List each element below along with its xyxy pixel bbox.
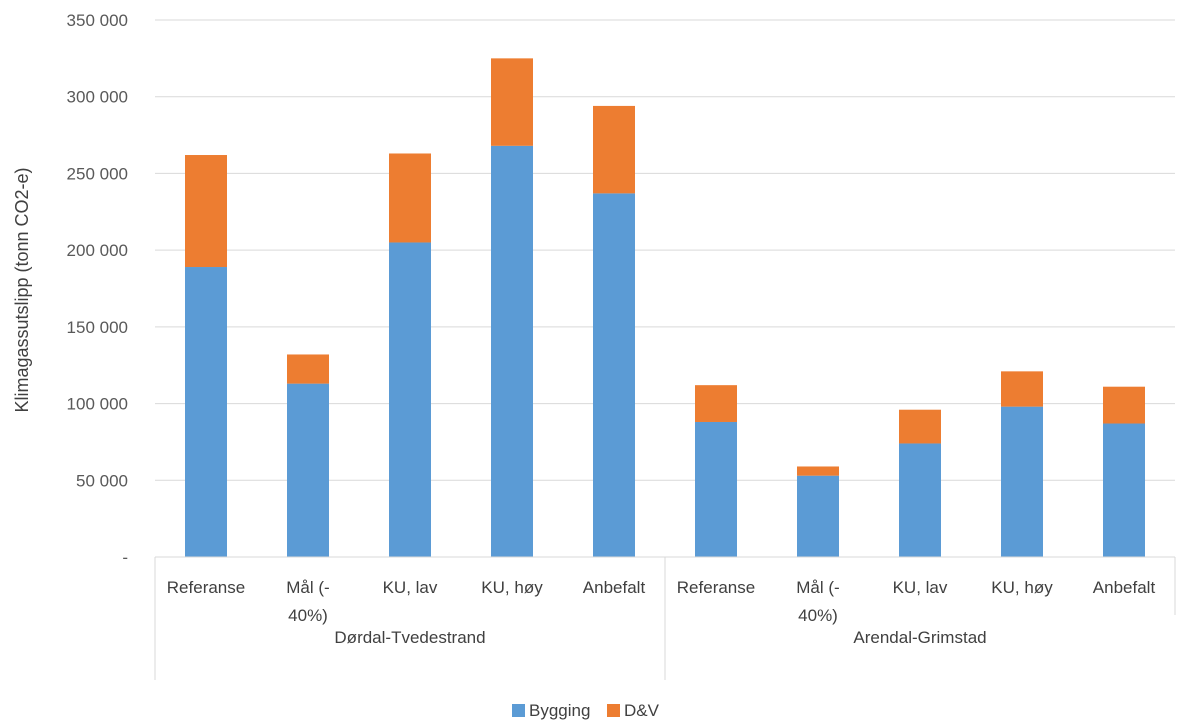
bar-segment — [1103, 423, 1145, 557]
x-tick-label: Referanse — [677, 578, 755, 597]
y-tick-label: - — [122, 548, 128, 567]
bars — [185, 58, 1145, 558]
bar-segment — [1001, 406, 1043, 557]
y-tick-label: 100 000 — [67, 395, 128, 414]
x-tick-label-line: KU, høy — [481, 578, 543, 597]
bar-segment — [491, 145, 533, 557]
bar-segment — [899, 443, 941, 557]
legend-swatch — [607, 704, 620, 717]
x-tick-label-line: 40%) — [288, 606, 328, 625]
legend-label: Bygging — [529, 701, 590, 720]
bar-segment — [185, 155, 227, 268]
x-tick-label-line: Referanse — [167, 578, 245, 597]
bar-segment — [287, 383, 329, 557]
x-tick-label: KU, høy — [481, 578, 543, 597]
x-category-labels: Referanse Mål (- 40%) KU, lav KU, høy Anbefal… — [167, 578, 1156, 647]
bar-segment — [695, 385, 737, 422]
bar-segment — [287, 354, 329, 384]
y-tick-label: 150 000 — [67, 318, 128, 337]
legend-label: D&V — [624, 701, 660, 720]
x-tick-label-line: KU, høy — [991, 578, 1053, 597]
bar-segment — [593, 193, 635, 558]
x-tick-label-line: KU, lav — [383, 578, 438, 597]
bar-segment — [389, 242, 431, 557]
y-tick-label: 300 000 — [67, 88, 128, 107]
legend: Bygging D&V — [512, 701, 660, 720]
y-tick-label: 50 000 — [76, 471, 128, 490]
axes — [154, 556, 1176, 680]
x-tick-label: KU, lav — [383, 578, 438, 597]
bar-segment — [1103, 386, 1145, 424]
bar-segment — [1001, 371, 1043, 407]
x-tick-label: Anbefalt — [1093, 578, 1156, 597]
x-tick-label: Mål (- 40%) — [796, 578, 839, 625]
bar-segment — [797, 466, 839, 476]
x-tick-label-line: Mål (- — [796, 578, 839, 597]
x-group-label: Dørdal-Tvedestrand — [334, 628, 485, 647]
x-tick-label-line: Referanse — [677, 578, 755, 597]
x-tick-label-line: KU, lav — [893, 578, 948, 597]
y-axis-label: Klimagassutslipp (tonn CO2-e) — [12, 167, 32, 412]
x-group-label: Arendal-Grimstad — [853, 628, 986, 647]
x-tick-label: Anbefalt — [583, 578, 646, 597]
legend-swatch — [512, 704, 525, 717]
y-tick-label: 350 000 — [67, 11, 128, 30]
x-tick-label: Mål (- 40%) — [286, 578, 329, 625]
y-tick-labels: - 50 000 100 000 150 000 200 000 250 000 300 0… — [67, 11, 128, 567]
bar-segment — [491, 58, 533, 146]
bar-segment — [185, 267, 227, 557]
bar-segment — [389, 153, 431, 243]
x-tick-label-line: Mål (- — [286, 578, 329, 597]
y-tick-label: 200 000 — [67, 241, 128, 260]
x-tick-label-line: Anbefalt — [1093, 578, 1156, 597]
bar-segment — [797, 475, 839, 557]
x-tick-label: KU, høy — [991, 578, 1053, 597]
x-tick-label: KU, lav — [893, 578, 948, 597]
y-tick-label: 250 000 — [67, 164, 128, 183]
bar-segment — [695, 421, 737, 557]
x-tick-label-line: Anbefalt — [583, 578, 646, 597]
bar-segment — [593, 105, 635, 194]
x-tick-label-line: 40%) — [798, 606, 838, 625]
bar-segment — [899, 409, 941, 444]
x-tick-label: Referanse — [167, 578, 245, 597]
